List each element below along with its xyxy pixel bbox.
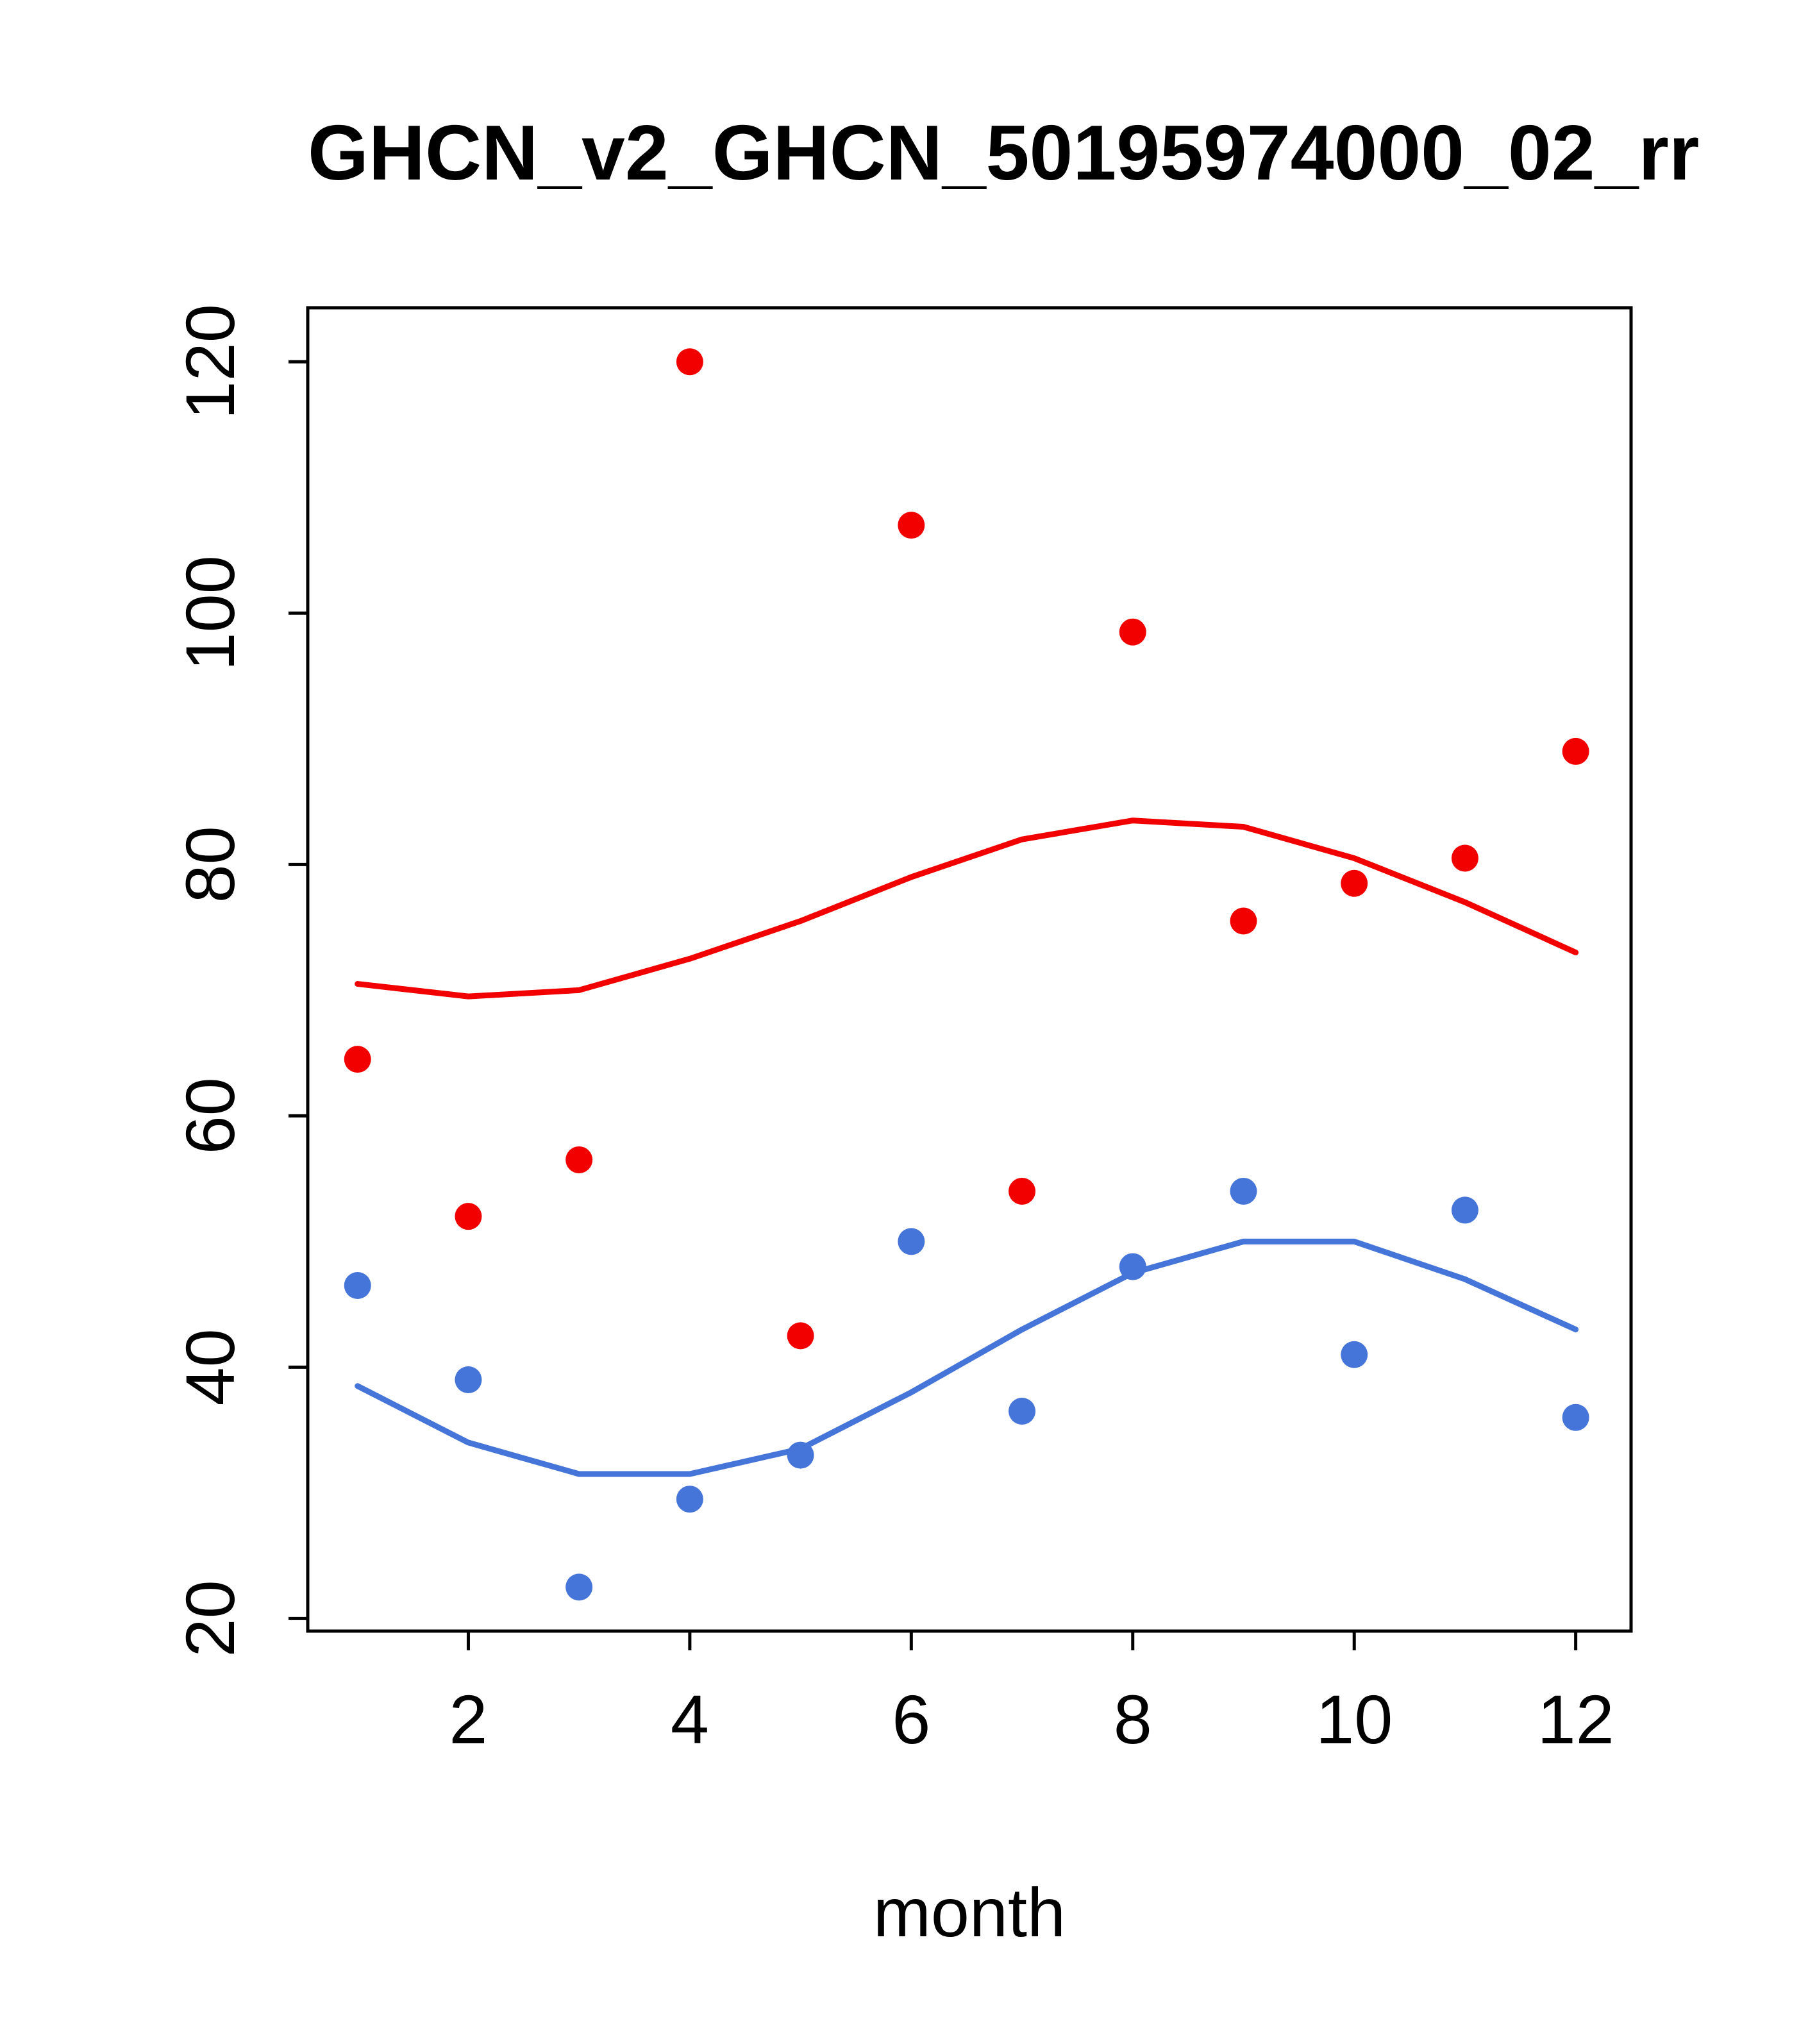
y-tick-label: 60: [171, 1077, 249, 1154]
blue-points-marker: [676, 1486, 703, 1513]
x-axis-title: month: [873, 1873, 1066, 1951]
chart-title: GHCN_v2_GHCN_50195974000_02_rr: [308, 109, 1700, 196]
blue-points-marker: [344, 1271, 371, 1299]
x-tick-label: 6: [892, 1680, 930, 1758]
y-tick-label: 20: [171, 1580, 249, 1657]
red-points-marker: [455, 1203, 482, 1230]
blue-smooth-line: [355, 1238, 1579, 1477]
red-points-marker: [898, 512, 925, 539]
y-tick-label: 80: [171, 826, 249, 903]
red-points-marker: [1119, 618, 1146, 646]
plot-border: [306, 306, 1633, 1633]
blue-points-marker: [1119, 1253, 1146, 1280]
y-tick-label: 100: [171, 555, 249, 671]
blue-points-marker: [1341, 1341, 1368, 1368]
red-points-marker: [1341, 869, 1368, 897]
red-points-marker: [1562, 737, 1589, 765]
blue-points-marker: [898, 1228, 925, 1255]
blue-points-marker: [787, 1441, 814, 1469]
blue-points-marker: [565, 1573, 593, 1601]
y-tick-label: 120: [171, 304, 249, 419]
blue-points-marker: [1009, 1397, 1036, 1425]
blue-points-marker: [1451, 1196, 1478, 1224]
x-tick-label: 4: [671, 1680, 709, 1758]
x-tick-label: 12: [1537, 1680, 1614, 1758]
x-tick-label: 2: [449, 1680, 487, 1758]
red-points-marker: [1230, 907, 1257, 935]
x-tick-label: 10: [1316, 1680, 1393, 1758]
x-tick-label: 8: [1114, 1680, 1152, 1758]
red-points-marker: [787, 1322, 814, 1350]
red-points-marker: [344, 1046, 371, 1073]
red-points-marker: [565, 1146, 593, 1173]
blue-points-marker: [455, 1366, 482, 1393]
red-points-marker: [676, 348, 703, 376]
blue-points-marker: [1562, 1403, 1589, 1431]
red-points-marker: [1451, 844, 1478, 872]
red-smooth-line: [355, 817, 1579, 1000]
red-points-marker: [1009, 1177, 1036, 1205]
y-tick-label: 40: [171, 1328, 249, 1405]
blue-points-marker: [1230, 1177, 1257, 1205]
